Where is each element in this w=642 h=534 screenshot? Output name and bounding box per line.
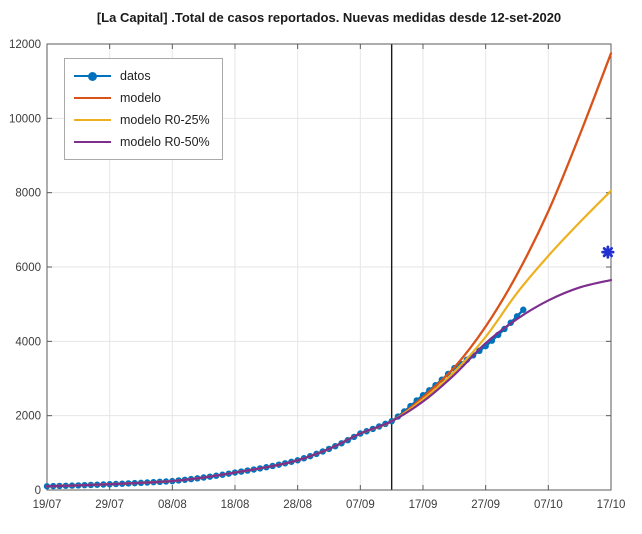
svg-text:12000: 12000	[9, 39, 41, 51]
legend: datos modelo modelo R0-25% modelo R0-50%	[64, 58, 223, 160]
legend-line-sample	[74, 137, 111, 147]
series-modelo-r0-50	[45, 278, 613, 488]
legend-line-sample	[74, 71, 111, 81]
legend-label: modelo	[120, 91, 161, 105]
legend-item-modelo: modelo	[74, 87, 210, 109]
extra-data-point	[601, 245, 615, 259]
legend-marker-dot	[88, 71, 97, 81]
series-datos	[43, 306, 527, 490]
svg-text:17/09: 17/09	[409, 499, 438, 511]
legend-line-sample	[74, 115, 111, 125]
svg-text:18/08: 18/08	[221, 499, 250, 511]
svg-text:27/09: 27/09	[471, 499, 500, 511]
svg-text:07/10: 07/10	[534, 499, 563, 511]
series-modelo-r0-25	[45, 189, 613, 488]
svg-text:08/08: 08/08	[158, 499, 187, 511]
legend-item-modelo-r0-50-: modelo R0-50%	[74, 131, 210, 153]
svg-text:29/07: 29/07	[95, 499, 124, 511]
svg-text:07/09: 07/09	[346, 499, 375, 511]
svg-text:4000: 4000	[15, 336, 41, 348]
svg-text:17/10: 17/10	[597, 499, 626, 511]
chart-title: [La Capital] .Total de casos reportados.…	[96, 10, 562, 25]
svg-text:6000: 6000	[15, 262, 41, 274]
svg-text:0: 0	[35, 485, 41, 497]
x-tick-labels: 19/07 29/07 08/08 18/08 28/08 07/09 17/09 27/09…	[33, 499, 626, 511]
legend-line-sample	[74, 93, 111, 103]
y-tick-labels: 0 2000 4000 6000 8000 10000 12000	[9, 39, 41, 497]
legend-label: modelo R0-25%	[120, 113, 210, 127]
legend-label: datos	[120, 69, 151, 83]
svg-text:28/08: 28/08	[283, 499, 312, 511]
svg-text:19/07: 19/07	[33, 499, 62, 511]
svg-text:10000: 10000	[9, 113, 41, 125]
legend-label: modelo R0-50%	[120, 135, 210, 149]
svg-text:2000: 2000	[15, 411, 41, 423]
legend-item-modelo-r0-25-: modelo R0-25%	[74, 109, 210, 131]
legend-item-datos: datos	[74, 65, 210, 87]
svg-text:8000: 8000	[15, 188, 41, 200]
